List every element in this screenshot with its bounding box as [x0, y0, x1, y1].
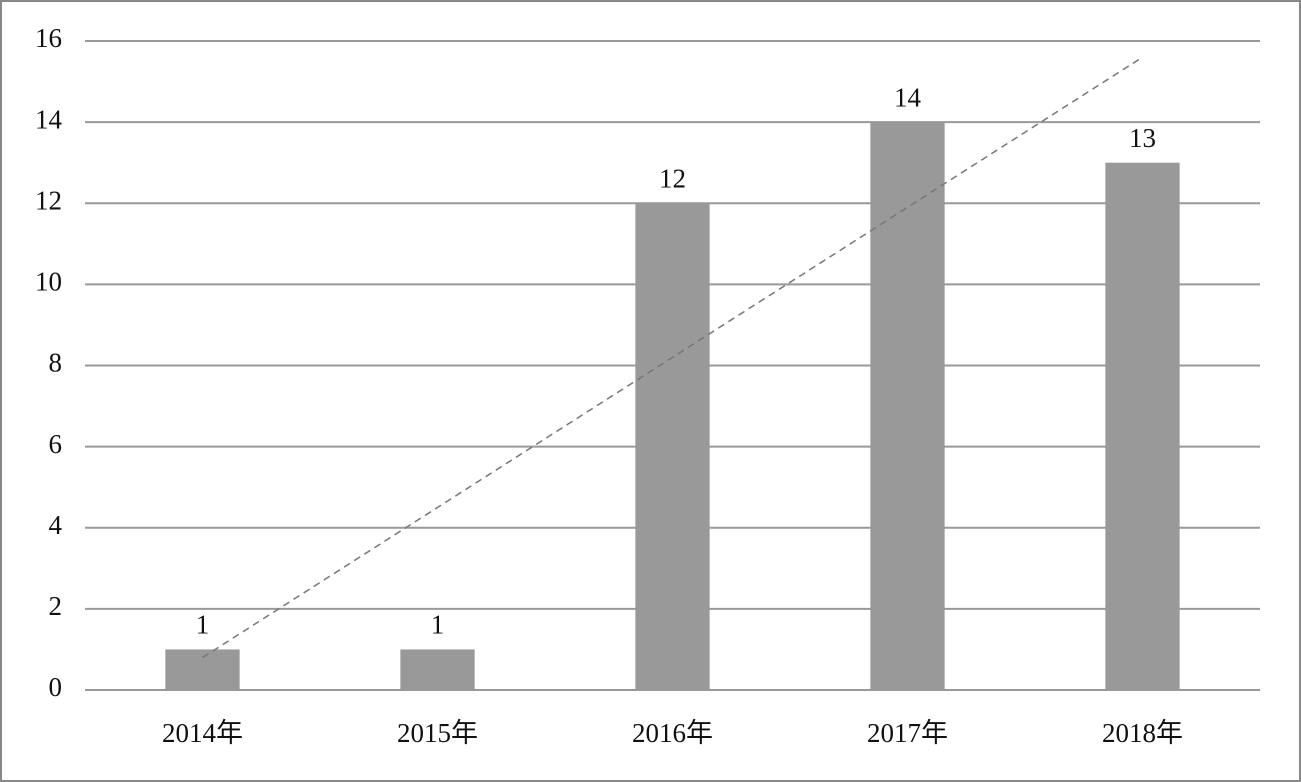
bar [635, 203, 710, 690]
x-tick-label: 2017年 [867, 718, 948, 748]
data-label: 1 [196, 610, 210, 640]
trendline [202, 56, 1143, 659]
y-tick-label: 4 [49, 510, 63, 540]
y-tick-label: 10 [35, 267, 62, 297]
bar [1105, 162, 1180, 690]
x-tick-label: 2014年 [162, 718, 243, 748]
y-tick-label: 2 [49, 591, 63, 621]
y-tick-label: 0 [49, 672, 63, 702]
bar [400, 649, 475, 690]
data-label: 12 [659, 163, 686, 193]
y-tick-label: 16 [35, 23, 62, 53]
x-tick-label: 2015年 [397, 718, 478, 748]
bar [870, 122, 945, 690]
y-tick-label: 6 [49, 429, 63, 459]
x-tick-label: 2018年 [1102, 718, 1183, 748]
data-label: 1 [431, 610, 445, 640]
x-tick-label: 2016年 [632, 718, 713, 748]
data-label: 13 [1129, 123, 1156, 153]
y-tick-label: 12 [35, 185, 62, 215]
y-tick-label: 8 [49, 348, 63, 378]
data-label: 14 [894, 82, 922, 112]
bar [165, 649, 240, 690]
y-tick-label: 14 [35, 104, 63, 134]
